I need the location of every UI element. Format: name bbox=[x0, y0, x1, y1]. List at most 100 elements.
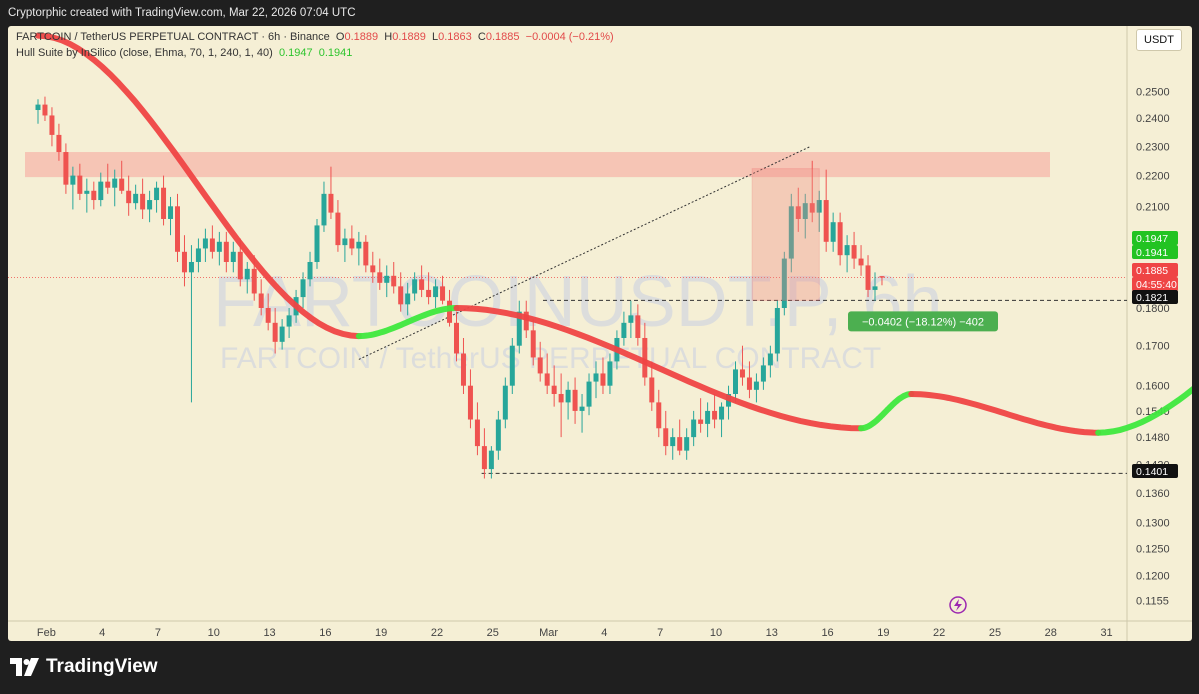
candle-body bbox=[628, 315, 634, 323]
y-tick-label: 0.1200 bbox=[1136, 570, 1170, 582]
candle-body bbox=[216, 241, 222, 252]
hull-segment-up bbox=[1095, 386, 1192, 436]
symbol-legend[interactable]: FARTCOIN / TetherUS PERPETUAL CONTRACT ·… bbox=[16, 31, 614, 43]
candle-body bbox=[63, 152, 69, 185]
hull-segment-up bbox=[355, 305, 460, 340]
y-tick-label: 0.1250 bbox=[1136, 544, 1170, 556]
candle-body bbox=[600, 373, 606, 386]
low-label: L bbox=[432, 31, 439, 43]
candle-body bbox=[244, 268, 250, 280]
candle-body bbox=[495, 419, 501, 451]
candle-body bbox=[579, 406, 585, 411]
candle-body bbox=[321, 193, 327, 226]
x-tick-label: 25 bbox=[487, 627, 499, 639]
x-tick-label: 10 bbox=[208, 627, 220, 639]
hull-segment-down bbox=[453, 305, 864, 432]
candle-body bbox=[405, 293, 411, 305]
candle-body bbox=[265, 307, 271, 323]
candle-body bbox=[530, 330, 536, 358]
candle-body bbox=[677, 437, 683, 451]
x-tick-label: 16 bbox=[319, 627, 331, 639]
candle-body bbox=[363, 241, 369, 266]
candle-body bbox=[35, 104, 41, 111]
candle-body bbox=[398, 286, 404, 305]
candle-body bbox=[656, 402, 662, 429]
high-value: 0.1889 bbox=[392, 31, 426, 43]
candle-body bbox=[844, 245, 850, 256]
candle-body bbox=[286, 315, 292, 327]
candle-body bbox=[774, 307, 780, 354]
candle-body bbox=[746, 377, 752, 390]
currency-button[interactable]: USDT bbox=[1136, 29, 1182, 51]
candle-body bbox=[133, 193, 139, 204]
x-tick-label: Feb bbox=[37, 627, 56, 639]
high-label: H bbox=[384, 31, 393, 43]
candle-body bbox=[161, 187, 167, 219]
price-tag-label: 0.1941 bbox=[1136, 247, 1168, 259]
price-tag-box bbox=[1132, 231, 1178, 245]
candle-body bbox=[419, 279, 425, 290]
price-tag-box bbox=[1132, 464, 1178, 478]
price-tag-label: 04:55:40 bbox=[1136, 279, 1177, 291]
x-tick-label: 16 bbox=[821, 627, 833, 639]
x-tick-label: 31 bbox=[1100, 627, 1112, 639]
candle-body bbox=[230, 251, 236, 262]
candle-body bbox=[684, 437, 690, 451]
candle-body bbox=[467, 385, 473, 420]
close-label: C bbox=[477, 31, 486, 43]
low-value: 0.1863 bbox=[438, 31, 472, 43]
candle-body bbox=[712, 410, 718, 420]
price-tag-box bbox=[1132, 245, 1178, 259]
candle-body bbox=[258, 293, 264, 308]
candle-body bbox=[516, 311, 522, 346]
measure-tool: −0.0402 (−18.12%) −402 bbox=[751, 168, 998, 332]
candle-body bbox=[502, 385, 508, 420]
candle-body bbox=[691, 419, 697, 438]
candle-body bbox=[119, 178, 125, 191]
candle-body bbox=[509, 345, 515, 386]
hull-segment-down bbox=[35, 32, 362, 340]
candle-body bbox=[879, 276, 885, 278]
x-tick-label: 28 bbox=[1045, 627, 1057, 639]
chart-frame[interactable]: 0.25000.24000.23000.22000.21000.20000.19… bbox=[8, 26, 1192, 641]
candle-body bbox=[440, 286, 446, 301]
candle-body bbox=[168, 206, 174, 219]
trendline bbox=[358, 145, 812, 360]
resistance-zone-box bbox=[25, 152, 1050, 178]
candle-body bbox=[84, 190, 90, 194]
candle-body bbox=[607, 361, 613, 386]
x-tick-label: 19 bbox=[877, 627, 889, 639]
symbol-title: FARTCOIN / TetherUS PERPETUAL CONTRACT ·… bbox=[16, 31, 330, 43]
y-tick-label: 0.1800 bbox=[1136, 303, 1170, 315]
candle-body bbox=[154, 187, 160, 201]
candle-body bbox=[760, 365, 766, 382]
x-tick-label: 13 bbox=[263, 627, 275, 639]
candle-body bbox=[621, 322, 627, 338]
candle-body bbox=[705, 410, 711, 424]
candle-body bbox=[126, 190, 132, 204]
candle-body bbox=[851, 245, 857, 259]
candle-body bbox=[175, 206, 180, 252]
indicator-legend[interactable]: Hull Suite by InSilico (close, Ehma, 70,… bbox=[16, 47, 352, 59]
candle-body bbox=[816, 200, 822, 213]
candle-body bbox=[481, 446, 487, 470]
candle-body bbox=[195, 248, 201, 262]
candle-body bbox=[872, 286, 878, 290]
candle-body bbox=[454, 322, 459, 354]
candle-body bbox=[635, 315, 641, 338]
price-chart[interactable]: 0.25000.24000.23000.22000.21000.20000.19… bbox=[8, 26, 1192, 641]
candle-body bbox=[202, 238, 208, 249]
candle-body bbox=[586, 381, 592, 407]
close-value: 0.1885 bbox=[485, 31, 520, 43]
hull-value-2: 0.1941 bbox=[318, 47, 353, 59]
candle-body bbox=[251, 268, 257, 294]
lightning-icon-ring bbox=[949, 596, 967, 614]
price-tag-box bbox=[1132, 263, 1178, 277]
x-tick-label: 22 bbox=[933, 627, 945, 639]
candle-body bbox=[802, 203, 808, 219]
candle-body bbox=[593, 373, 599, 382]
candle-body bbox=[140, 193, 146, 210]
measure-label: −0.0402 (−18.12%) −402 bbox=[862, 316, 984, 328]
candle-body bbox=[447, 300, 453, 323]
